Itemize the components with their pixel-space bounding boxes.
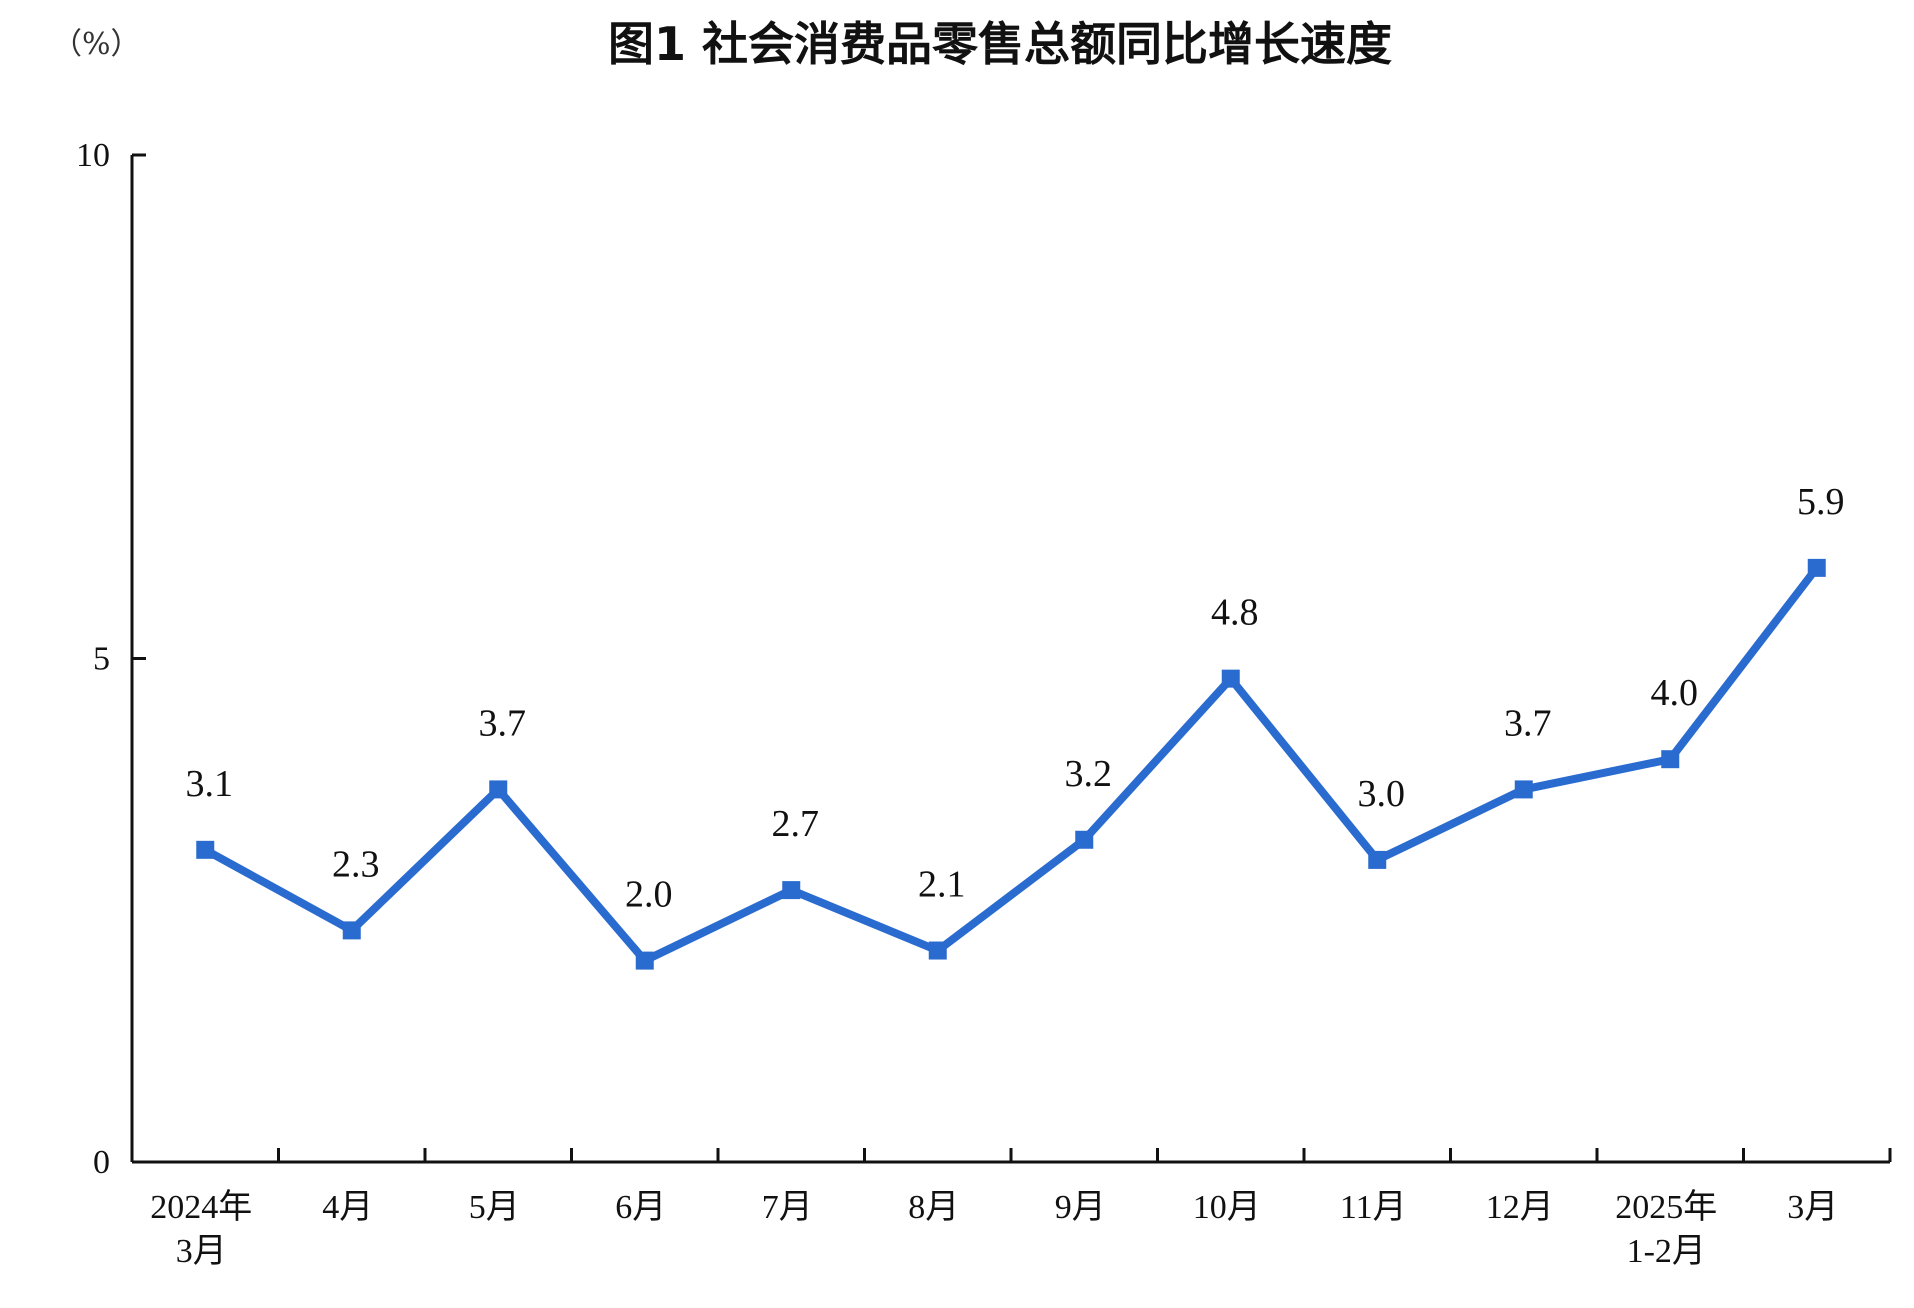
x-tick-label: 12月 bbox=[1486, 1189, 1554, 1226]
y-tick-label: 10 bbox=[76, 137, 110, 174]
data-point-marker bbox=[1807, 558, 1826, 577]
data-label: 2.0 bbox=[625, 874, 673, 916]
x-tick-label: 8月 bbox=[908, 1189, 959, 1226]
x-tick-label: 4月 bbox=[322, 1189, 373, 1226]
x-tick-label: 5月 bbox=[469, 1189, 520, 1226]
x-tick-label: 2024年 3月 bbox=[150, 1188, 252, 1270]
data-point-marker bbox=[782, 881, 801, 900]
x-tick-label: 2025年 1-2月 bbox=[1615, 1188, 1717, 1270]
data-label: 2.3 bbox=[332, 843, 380, 885]
data-point-marker bbox=[635, 951, 654, 970]
data-label: 2.1 bbox=[918, 864, 966, 906]
x-tick-label-line: 2024年 bbox=[150, 1188, 252, 1226]
data-point-marker bbox=[1368, 850, 1387, 869]
x-tick-label: 9月 bbox=[1055, 1189, 1106, 1226]
x-tick-label-line: 12月 bbox=[1486, 1189, 1554, 1226]
data-label: 3.7 bbox=[1504, 702, 1552, 744]
y-axis-ticks: 0 5 10 bbox=[76, 137, 146, 1181]
data-labels: 3.1 2.3 3.7 2.0 2.7 2.1 3.2 4.8 3.0 3.7 4.0 5.9 bbox=[186, 481, 1845, 916]
data-point-marker bbox=[489, 780, 508, 799]
data-label: 4.8 bbox=[1211, 592, 1259, 634]
x-axis-ticks: 2024年 3月 4月 5月 6月 7月 8月 9月 10月 11月 12月 2025年 1-2月 3月 bbox=[150, 1148, 1892, 1270]
data-label: 5.9 bbox=[1797, 481, 1845, 523]
y-unit-label: （%） bbox=[52, 27, 141, 62]
x-tick-label: 11月 bbox=[1340, 1189, 1407, 1226]
x-tick-label-line: 2025年 bbox=[1615, 1188, 1717, 1226]
x-tick-label-line: 10月 bbox=[1193, 1189, 1261, 1226]
x-tick-label-line: 3月 bbox=[1787, 1189, 1838, 1226]
data-label: 4.0 bbox=[1651, 672, 1699, 714]
y-tick-label: 5 bbox=[93, 641, 110, 678]
data-label: 3.2 bbox=[1065, 753, 1113, 795]
x-tick-label: 10月 bbox=[1193, 1189, 1261, 1226]
data-label: 3.1 bbox=[186, 763, 234, 805]
data-point-marker bbox=[1075, 830, 1094, 849]
x-tick-label-line: 5月 bbox=[469, 1189, 520, 1226]
data-point-marker bbox=[1221, 669, 1240, 688]
x-tick-label-line: 3月 bbox=[176, 1233, 227, 1270]
axes bbox=[130, 155, 1890, 1164]
data-label: 3.7 bbox=[479, 702, 527, 744]
x-tick-label-line: 1-2月 bbox=[1627, 1233, 1706, 1270]
data-point-marker bbox=[196, 840, 215, 859]
chart-title: 图1 社会消费品零售总额同比增长速度 bbox=[608, 17, 1392, 71]
x-tick-label: 6月 bbox=[615, 1189, 666, 1226]
data-point-marker bbox=[1661, 750, 1680, 769]
x-tick-label: 3月 bbox=[1787, 1189, 1838, 1226]
data-label: 2.7 bbox=[772, 803, 820, 845]
x-tick-label-line: 9月 bbox=[1055, 1189, 1106, 1226]
x-tick-label-line: 11月 bbox=[1340, 1189, 1407, 1226]
data-label: 3.0 bbox=[1358, 773, 1406, 815]
x-tick-label-line: 4月 bbox=[322, 1189, 373, 1226]
series-line bbox=[203, 565, 1820, 965]
x-tick-label-line: 6月 bbox=[615, 1189, 666, 1226]
x-tick-label-line: 7月 bbox=[762, 1189, 813, 1226]
x-tick-label: 7月 bbox=[762, 1189, 813, 1226]
x-tick-label-line: 8月 bbox=[908, 1189, 959, 1226]
data-point-marker bbox=[928, 941, 947, 960]
y-tick-label: 0 bbox=[93, 1144, 110, 1181]
data-point-marker bbox=[342, 921, 361, 940]
data-point-marker bbox=[1514, 780, 1533, 799]
series-line-group bbox=[196, 558, 1826, 970]
